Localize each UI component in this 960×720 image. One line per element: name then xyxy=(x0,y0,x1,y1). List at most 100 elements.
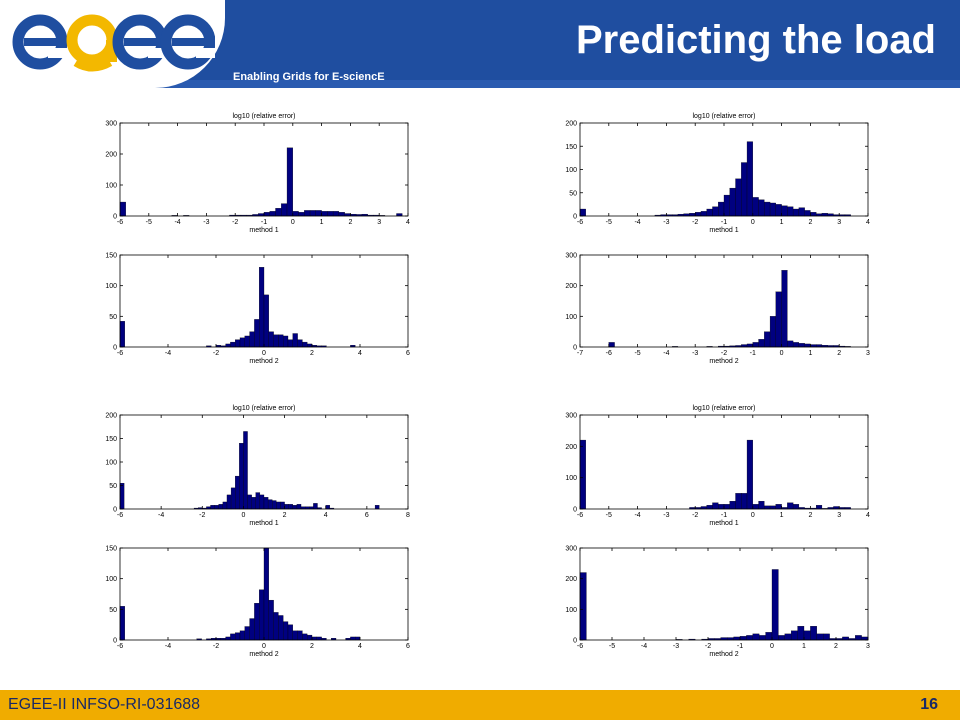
x-tick-label: 0 xyxy=(262,350,266,357)
y-tick-label: 50 xyxy=(109,483,117,490)
histogram-bar xyxy=(723,194,730,217)
y-tick-label: 100 xyxy=(105,183,117,190)
histogram-bar xyxy=(259,267,265,348)
histogram-bar xyxy=(764,201,771,217)
histogram-bar xyxy=(273,334,279,348)
y-tick-label: 100 xyxy=(105,460,117,467)
x-tick-label: -7 xyxy=(577,350,583,357)
x-tick-label: 0 xyxy=(770,643,774,650)
histogram-bar xyxy=(804,343,811,348)
x-tick-label: 6 xyxy=(365,512,369,519)
histogram-bar xyxy=(327,211,334,217)
histogram-bar xyxy=(269,211,276,217)
x-tick-label: 3 xyxy=(837,219,841,226)
x-tick-label: -4 xyxy=(158,512,164,519)
histogram-bar xyxy=(222,501,228,510)
x-tick-label: 4 xyxy=(358,643,362,650)
y-tick-label: 300 xyxy=(565,413,577,420)
histogram-bar xyxy=(797,626,805,641)
chart-title: log10 (relative error) xyxy=(692,405,755,412)
y-tick-label: 0 xyxy=(113,214,117,221)
x-tick-label: -2 xyxy=(199,512,205,519)
histogram-bar xyxy=(816,505,823,510)
histogram-bar xyxy=(249,331,255,348)
histogram-bar xyxy=(287,339,293,348)
histogram-bar xyxy=(286,147,293,217)
histogram-bar xyxy=(769,316,776,348)
x-tick-label: -4 xyxy=(641,643,647,650)
y-tick-label: 200 xyxy=(565,283,577,290)
y-tick-label: 0 xyxy=(113,345,117,352)
x-tick-label: 2 xyxy=(310,643,314,650)
histogram-bar xyxy=(810,212,817,217)
histogram-bar xyxy=(278,334,284,348)
histogram-bar xyxy=(307,634,313,641)
x-tick-label: -4 xyxy=(634,512,640,519)
histogram-bar xyxy=(758,501,765,510)
x-tick-label: 3 xyxy=(866,350,870,357)
histogram-bar xyxy=(275,208,282,217)
y-tick-label: 100 xyxy=(565,475,577,482)
histogram-bar xyxy=(313,503,318,510)
histogram-bar xyxy=(689,213,696,217)
histogram-bar xyxy=(239,337,245,348)
y-tick-label: 150 xyxy=(105,436,117,443)
histogram-bar xyxy=(263,547,269,641)
histogram-bar xyxy=(225,343,231,348)
histogram-bar xyxy=(746,439,753,510)
histogram-bar xyxy=(752,633,760,641)
histogram-bar xyxy=(284,504,289,510)
histogram-bar xyxy=(769,202,776,217)
histogram-bar xyxy=(729,501,736,510)
y-tick-label: 0 xyxy=(573,507,577,514)
y-tick-label: 150 xyxy=(565,144,577,151)
histogram-bar xyxy=(268,599,274,641)
x-tick-label: 2 xyxy=(808,219,812,226)
histogram-bar xyxy=(792,504,800,510)
x-tick-label: 0 xyxy=(780,350,784,357)
histogram-bar xyxy=(608,342,615,348)
x-tick-label: -6 xyxy=(577,219,583,226)
histogram-bar xyxy=(823,633,830,641)
histogram-bar xyxy=(235,339,241,348)
histogram-bar xyxy=(758,199,765,217)
histogram-bar xyxy=(230,341,236,348)
y-tick-label: 150 xyxy=(105,253,117,260)
page-number: 16 xyxy=(920,696,938,713)
histogram-bar xyxy=(304,210,311,217)
x-tick-label: -3 xyxy=(673,643,679,650)
histogram-bar xyxy=(255,492,261,510)
histogram-bar xyxy=(759,635,766,641)
histogram-bar xyxy=(311,636,317,641)
histogram-bar xyxy=(307,343,313,348)
histogram-bar xyxy=(579,208,586,217)
histogram-bar xyxy=(296,504,302,510)
plot-frame xyxy=(119,122,409,217)
histogram-bar xyxy=(739,636,747,641)
histogram-bar xyxy=(712,206,719,217)
histogram-bar xyxy=(775,291,782,348)
histogram-bar xyxy=(278,615,284,641)
x-tick-label: -2 xyxy=(721,350,727,357)
histogram-bar xyxy=(280,501,285,510)
x-tick-label: 0 xyxy=(262,643,266,650)
x-tick-label: -5 xyxy=(606,219,612,226)
histogram-bar xyxy=(758,339,765,348)
x-tick-label: -2 xyxy=(692,512,698,519)
footer-bar: EGEE-II INFSO-RI-031688 16 xyxy=(0,690,960,720)
x-tick-label: 2 xyxy=(834,643,838,650)
chart-5: -6 -4 -2 0 2 4 6 8 0 50 100 150 200 log10 (relative e… xyxy=(105,405,410,527)
histogram-bar xyxy=(821,213,828,217)
logo-letter-e1 xyxy=(12,14,68,70)
x-tick-label: -1 xyxy=(721,219,727,226)
histogram-bar xyxy=(276,501,281,510)
x-tick-label: -5 xyxy=(609,643,615,650)
x-tick-label: 2 xyxy=(283,512,287,519)
y-tick-label: 0 xyxy=(113,507,117,514)
x-tick-label: -4 xyxy=(165,350,171,357)
histogram-bar xyxy=(706,208,713,217)
histogram-bar xyxy=(302,341,308,348)
histogram-bar xyxy=(752,504,759,510)
histogram-bar xyxy=(321,211,328,217)
chart-6: -6 -5 -4 -3 -2 -1 0 1 2 3 4 0 100 200 300 log10 (relati… xyxy=(565,405,870,527)
